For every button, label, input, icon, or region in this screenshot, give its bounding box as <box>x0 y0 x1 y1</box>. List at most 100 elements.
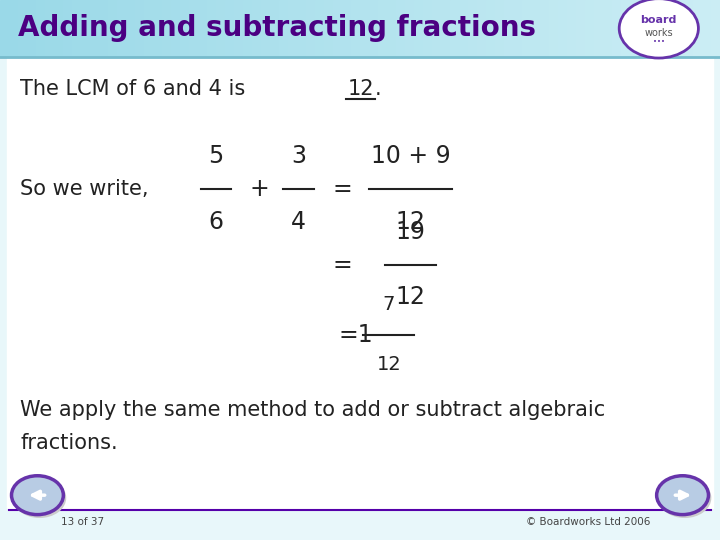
Bar <box>495 0 504 57</box>
Bar <box>612 0 621 57</box>
Bar <box>126 0 135 57</box>
Bar <box>0 0 9 57</box>
Bar <box>540 0 549 57</box>
Text: +: + <box>249 177 269 201</box>
Bar <box>306 0 315 57</box>
Text: board: board <box>641 15 677 25</box>
Bar <box>324 0 333 57</box>
Text: fractions.: fractions. <box>20 433 118 453</box>
Bar <box>342 0 351 57</box>
Bar <box>423 0 432 57</box>
Bar <box>711 0 720 57</box>
Text: We apply the same method to add or subtract algebraic: We apply the same method to add or subtr… <box>20 400 606 421</box>
Bar <box>378 0 387 57</box>
Ellipse shape <box>14 478 66 517</box>
Circle shape <box>619 0 698 58</box>
Bar <box>171 0 180 57</box>
Bar <box>180 0 189 57</box>
Bar <box>207 0 216 57</box>
Bar <box>243 0 252 57</box>
Bar <box>297 0 306 57</box>
Bar <box>693 0 702 57</box>
Text: 13 of 37: 13 of 37 <box>61 517 104 527</box>
Bar <box>432 0 441 57</box>
Bar <box>603 0 612 57</box>
Bar <box>45 0 54 57</box>
Text: works: works <box>644 28 673 38</box>
Text: 4: 4 <box>292 210 306 233</box>
Bar <box>153 0 162 57</box>
Bar <box>315 0 324 57</box>
Bar <box>621 0 630 57</box>
Bar <box>351 0 360 57</box>
Bar <box>702 0 711 57</box>
Text: 10 + 9: 10 + 9 <box>371 145 450 168</box>
Bar <box>36 0 45 57</box>
Bar <box>234 0 243 57</box>
Bar <box>468 0 477 57</box>
Bar <box>648 0 657 57</box>
Bar <box>279 0 288 57</box>
Bar <box>396 0 405 57</box>
Circle shape <box>12 476 63 515</box>
Text: 12: 12 <box>395 285 426 309</box>
Bar <box>63 0 72 57</box>
Text: .: . <box>375 79 382 99</box>
Bar <box>108 0 117 57</box>
Bar <box>72 0 81 57</box>
Bar <box>144 0 153 57</box>
Bar <box>549 0 558 57</box>
Ellipse shape <box>659 478 711 517</box>
Bar <box>117 0 126 57</box>
Bar <box>441 0 450 57</box>
Text: •••: ••• <box>653 39 665 45</box>
Bar <box>513 0 522 57</box>
Bar <box>369 0 378 57</box>
Text: 5: 5 <box>208 145 224 168</box>
Bar <box>54 0 63 57</box>
Bar <box>657 0 666 57</box>
Bar <box>639 0 648 57</box>
Bar <box>81 0 90 57</box>
Text: Adding and subtracting fractions: Adding and subtracting fractions <box>18 15 536 42</box>
Bar <box>675 0 684 57</box>
Bar <box>594 0 603 57</box>
Text: 19: 19 <box>395 220 426 244</box>
Text: =: = <box>332 253 352 276</box>
Bar <box>630 0 639 57</box>
Bar <box>558 0 567 57</box>
Bar <box>414 0 423 57</box>
Text: =1: =1 <box>338 323 373 347</box>
Bar <box>216 0 225 57</box>
Bar <box>333 0 342 57</box>
Bar <box>450 0 459 57</box>
Bar <box>0 57 720 540</box>
Bar <box>504 0 513 57</box>
Bar <box>162 0 171 57</box>
Bar <box>261 0 270 57</box>
Bar <box>459 0 468 57</box>
Bar <box>7 32 713 508</box>
Bar <box>684 0 693 57</box>
Bar <box>90 0 99 57</box>
Bar <box>135 0 144 57</box>
Text: So we write,: So we write, <box>20 179 148 199</box>
Bar <box>270 0 279 57</box>
Circle shape <box>657 476 708 515</box>
Bar <box>567 0 576 57</box>
Text: 12: 12 <box>348 79 374 99</box>
Bar <box>189 0 198 57</box>
Bar <box>9 0 18 57</box>
Bar <box>360 0 369 57</box>
Bar <box>288 0 297 57</box>
Text: 6: 6 <box>209 210 223 233</box>
Text: 12: 12 <box>377 355 401 374</box>
Text: =: = <box>332 177 352 201</box>
Bar <box>99 0 108 57</box>
Text: 3: 3 <box>292 145 306 168</box>
Bar <box>666 0 675 57</box>
Bar <box>522 0 531 57</box>
Text: The LCM of 6 and 4 is: The LCM of 6 and 4 is <box>20 79 252 99</box>
Bar <box>486 0 495 57</box>
Bar <box>585 0 594 57</box>
